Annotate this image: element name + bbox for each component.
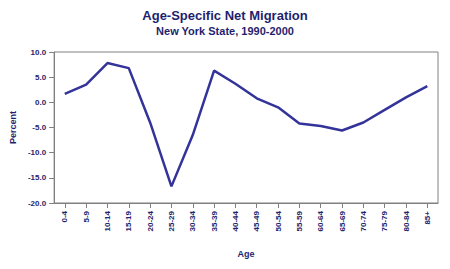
svg-text:-15.0: -15.0 <box>28 173 47 182</box>
svg-text:70-74: 70-74 <box>359 210 368 231</box>
svg-text:75-79: 75-79 <box>380 210 389 231</box>
svg-text:20-24: 20-24 <box>146 210 155 231</box>
svg-text:New York State, 1990-2000: New York State, 1990-2000 <box>156 25 294 37</box>
svg-text:50-54: 50-54 <box>274 210 283 231</box>
svg-text:-20.0: -20.0 <box>28 199 47 208</box>
svg-text:0.0: 0.0 <box>35 98 47 107</box>
svg-text:80-84: 80-84 <box>402 210 411 231</box>
svg-text:35-39: 35-39 <box>210 210 219 231</box>
svg-text:85+: 85+ <box>423 211 432 225</box>
svg-text:Age: Age <box>238 249 255 259</box>
svg-text:Age-Specific Net Migration: Age-Specific Net Migration <box>142 8 307 23</box>
svg-text:65-69: 65-69 <box>338 210 347 231</box>
svg-text:30-34: 30-34 <box>188 210 197 231</box>
svg-text:Percent: Percent <box>8 111 18 144</box>
svg-text:10-14: 10-14 <box>103 210 112 231</box>
svg-text:25-29: 25-29 <box>167 210 176 231</box>
svg-text:5-9: 5-9 <box>82 210 91 222</box>
svg-text:40-44: 40-44 <box>231 210 240 231</box>
svg-text:10.0: 10.0 <box>31 48 47 57</box>
svg-text:15-19: 15-19 <box>124 210 133 231</box>
svg-text:45-49: 45-49 <box>252 210 261 231</box>
svg-text:-5.0: -5.0 <box>32 123 46 132</box>
svg-text:55-59: 55-59 <box>295 210 304 231</box>
svg-text:60-64: 60-64 <box>316 210 325 231</box>
svg-text:5.0: 5.0 <box>35 73 47 82</box>
svg-text:-10.0: -10.0 <box>28 148 47 157</box>
svg-text:0-4: 0-4 <box>60 210 69 222</box>
